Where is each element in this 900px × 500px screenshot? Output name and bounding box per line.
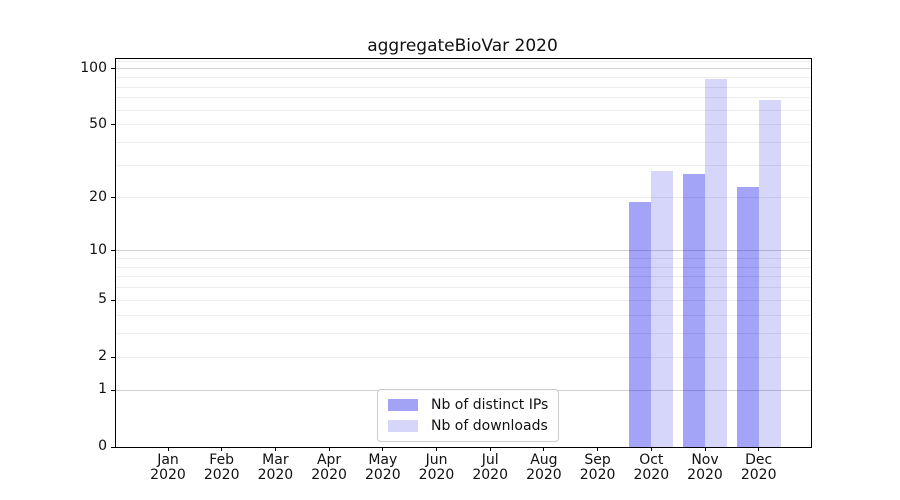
y-tick-mark (111, 389, 115, 391)
y-tick-mark (111, 299, 115, 301)
legend-swatch (388, 420, 418, 432)
minor-gridline (116, 356, 811, 358)
minor-gridline (116, 314, 811, 316)
plot-area: 0 1 2 5 10 20 50 100 Jan 2020 Feb 2020 Mar 2020 Apr 202… (80, 58, 812, 483)
x-tick-month: Aug (530, 452, 558, 468)
minor-gridline (116, 197, 811, 199)
x-tick-year: 2020 (472, 467, 508, 483)
x-tick-mark (489, 447, 491, 451)
x-tick-mark (597, 447, 599, 451)
x-tick-year: 2020 (364, 467, 401, 483)
y-tick-label: 10 (89, 241, 107, 258)
x-tick-mark (543, 447, 545, 451)
y-tick-mark (111, 197, 115, 199)
minor-gridline (116, 165, 811, 167)
x-tick-month: Apr (316, 452, 342, 468)
x-tick-mark (704, 447, 706, 451)
major-gridline (116, 68, 811, 70)
y-tick-label: 2 (98, 348, 107, 364)
bar (758, 100, 781, 447)
minor-gridline (116, 109, 811, 111)
minor-gridline (116, 124, 811, 126)
x-tick-year: 2020 (311, 467, 347, 483)
bar (705, 79, 727, 447)
x-tick-year: 2020 (633, 467, 670, 483)
minor-gridline (116, 299, 811, 301)
bar (651, 171, 674, 447)
x-tick-year: 2020 (687, 467, 723, 483)
x-tick-year: 2020 (418, 467, 455, 483)
x-tick-month: Jun (425, 452, 448, 468)
x-tick-label: Jul 2020 (458, 453, 522, 483)
x-tick-label: Dec 2020 (727, 453, 791, 483)
x-tick-year: 2020 (526, 467, 562, 483)
x-tick-month: Jan (157, 452, 179, 468)
legend-swatch (388, 399, 418, 411)
x-tick-year: 2020 (150, 467, 186, 483)
legend-label: Nb of distinct IPs (431, 397, 549, 413)
minor-gridline (116, 287, 811, 289)
x-tick-label: Sep 2020 (566, 453, 630, 483)
x-tick-mark (274, 447, 276, 451)
x-tick-year: 2020 (740, 467, 777, 483)
x-tick-month: Sep (584, 452, 611, 468)
minor-gridline (116, 97, 811, 99)
minor-gridline (116, 77, 811, 79)
x-tick-mark (167, 447, 169, 451)
minor-gridline (116, 60, 811, 62)
bar (736, 186, 759, 447)
bar (683, 174, 705, 447)
x-tick-mark (382, 447, 384, 451)
y-tick-mark (111, 68, 115, 70)
x-tick-label: Jan 2020 (136, 453, 200, 483)
x-tick-mark (758, 447, 760, 451)
y-tick-label: 5 (98, 291, 107, 308)
minor-gridline (116, 266, 811, 268)
x-tick-label: Nov 2020 (673, 453, 737, 483)
x-tick-month: Dec (745, 452, 773, 468)
x-tick-month: Feb (209, 452, 235, 468)
minor-gridline (116, 276, 811, 278)
x-tick-label: Oct 2020 (619, 453, 683, 483)
legend-item: Nb of downloads (388, 418, 548, 434)
x-tick-month: May (368, 452, 398, 468)
minor-gridline (116, 332, 811, 334)
x-tick-label: Feb 2020 (190, 453, 254, 483)
x-tick-month: Jul (481, 452, 499, 468)
x-tick-label: May 2020 (351, 453, 415, 483)
bar (629, 201, 652, 447)
x-tick-label: Mar 2020 (243, 453, 307, 483)
y-tick-label: 50 (89, 115, 107, 132)
minor-gridline (116, 142, 811, 144)
legend: Nb of distinct IPs Nb of downloads (377, 389, 560, 442)
y-tick-mark (111, 124, 115, 126)
y-tick-label: 20 (89, 188, 107, 205)
x-tick-mark (436, 447, 437, 451)
minor-gridline (116, 86, 811, 88)
minor-gridline (116, 257, 811, 259)
x-tick-month: Oct (639, 452, 664, 468)
y-tick-label: 100 (80, 59, 107, 76)
x-tick-year: 2020 (257, 467, 294, 483)
x-tick-label: Apr 2020 (297, 453, 361, 483)
major-gridline (116, 250, 811, 252)
x-tick-label: Jun 2020 (405, 453, 469, 483)
x-tick-mark (221, 447, 223, 451)
x-tick-year: 2020 (579, 467, 616, 483)
x-tick-year: 2020 (203, 467, 240, 483)
x-tick-label: Aug 2020 (512, 453, 576, 483)
y-tick-mark (111, 356, 115, 358)
legend-label: Nb of downloads (431, 418, 548, 434)
x-tick-mark (328, 447, 330, 451)
y-tick-label: 0 (98, 438, 107, 454)
y-tick-mark (111, 250, 115, 252)
chart-title: aggregateBioVar 2020 (367, 36, 558, 56)
x-tick-month: Nov (691, 452, 719, 468)
y-tick-label: 1 (98, 381, 107, 398)
legend-item: Nb of distinct IPs (388, 397, 548, 413)
y-tick-mark (111, 446, 115, 448)
x-tick-month: Mar (262, 452, 289, 468)
x-tick-mark (650, 447, 652, 451)
